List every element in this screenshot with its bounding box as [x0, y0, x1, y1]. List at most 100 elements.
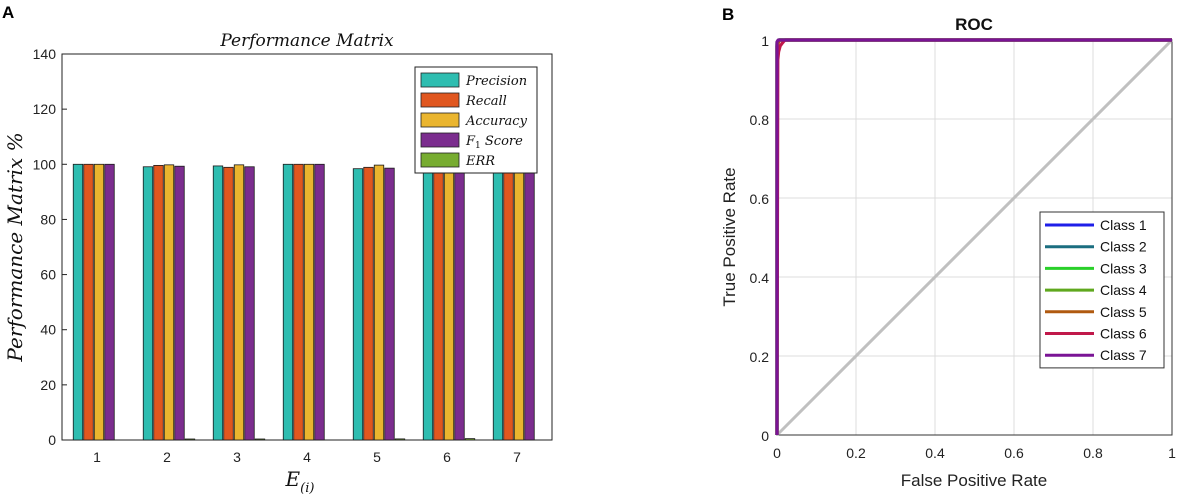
roc-x-tick-label: 0.2: [846, 445, 866, 461]
roc-y-tick-label: 0.8: [750, 112, 770, 128]
panel-b-label: B: [722, 5, 734, 24]
bar: [223, 166, 234, 441]
bar-y-tick-label: 60: [40, 267, 56, 283]
bar: [174, 165, 185, 441]
bar: [83, 163, 94, 441]
roc-x-ticks: 0 0.2 0.4 0.6 0.8 1: [773, 445, 1176, 461]
bar: [422, 166, 434, 441]
bar-legend-label-rest: Score: [481, 134, 523, 149]
bar: [492, 163, 504, 441]
roc-y-tick-label: 0: [761, 428, 769, 444]
bar: [524, 163, 535, 441]
roc-y-tick-label: 0.4: [750, 270, 770, 286]
roc-series-group: [775, 38, 1174, 437]
roc-legend-label: Class 2: [1100, 239, 1147, 255]
bar: [454, 167, 465, 441]
bar: [212, 165, 224, 441]
bar: [503, 163, 514, 441]
bar: [72, 163, 84, 441]
panel-a-label: A: [2, 3, 14, 22]
roc-chart: ROC False Positive Rate True Positive Ra…: [720, 15, 1176, 490]
roc-legend-label: Class 1: [1100, 217, 1147, 233]
bar: [142, 166, 154, 441]
bar-x-tick-label: 3: [233, 449, 241, 465]
bar-series-group: [72, 163, 535, 441]
roc-x-axis-label: False Positive Rate: [901, 471, 1047, 490]
bar-legend-label: Recall: [465, 94, 507, 109]
roc-y-tick-label: 0.6: [750, 191, 770, 207]
bar: [233, 164, 245, 441]
bar-x-tick-label: 7: [513, 449, 521, 465]
bar-x-tick-label: 1: [93, 449, 101, 465]
bar-y-ticks: 0 20 40 60 80 100 120 140: [33, 46, 67, 448]
roc-legend-label: Class 3: [1100, 260, 1147, 276]
bar-x-tick-label: 2: [163, 449, 171, 465]
roc-title: ROC: [955, 15, 993, 34]
bar: [282, 163, 294, 441]
bar-chart-title: Performance Matrix: [219, 31, 394, 51]
bar-x-tick-label: 5: [373, 449, 381, 465]
bar-y-tick-label: 20: [40, 377, 56, 393]
bar: [363, 166, 374, 441]
bar-legend-label: ERR: [465, 154, 495, 169]
bar: [153, 164, 164, 441]
bar: [104, 163, 115, 441]
bar-legend-label-base: F: [465, 134, 476, 149]
bar: [464, 438, 476, 441]
roc-legend-label: Class 6: [1100, 326, 1147, 342]
bar: [384, 167, 395, 441]
bar-x-tick-label: 6: [443, 449, 451, 465]
bar: [513, 163, 525, 441]
bar-y-tick-label: 140: [33, 46, 57, 62]
bar-legend-swatch: [420, 152, 460, 168]
bar-y-tick-label: 0: [48, 432, 56, 448]
bar: [244, 166, 255, 441]
roc-series-line: [775, 38, 1172, 435]
bar-legend-label-subscript: 1: [475, 141, 481, 151]
bar-legend-swatch: [420, 92, 460, 108]
roc-legend-label: Class 5: [1100, 304, 1147, 320]
roc-x-tick-label: 0.8: [1083, 445, 1103, 461]
bar-legend-label: F1 Score: [465, 134, 523, 151]
roc-legend: Class 1 Class 2 Class 3 Class 4 Class 5 Class…: [1039, 211, 1165, 369]
bar: [303, 163, 315, 441]
bar: [373, 164, 385, 441]
bar-y-axis-label: Performance Matrix %: [3, 132, 27, 362]
bar-y-tick-label: 40: [40, 322, 56, 338]
bar-y-tick-label: 80: [40, 211, 56, 227]
bar: [163, 164, 175, 441]
bar-legend-swatch: [420, 112, 460, 128]
bar: [394, 438, 406, 441]
bar: [293, 163, 304, 441]
bar-x-axis-label-subscript: (i): [300, 481, 314, 496]
roc-y-axis-label: True Positive Rate: [720, 167, 739, 306]
bar-legend-swatch: [420, 132, 460, 148]
roc-legend-label: Class 4: [1100, 282, 1147, 298]
bar: [443, 165, 455, 441]
bar-legend: Precision Recall Accuracy F1 Score ERR: [414, 66, 538, 174]
bar-y-tick-label: 100: [33, 156, 57, 172]
roc-legend-label: Class 7: [1100, 347, 1147, 363]
roc-x-tick-label: 0: [773, 445, 781, 461]
bar-legend-label: Precision: [465, 74, 527, 89]
bar: [314, 163, 325, 441]
roc-y-tick-label: 1: [761, 33, 769, 49]
bar: [254, 438, 266, 441]
roc-y-tick-label: 0.2: [750, 349, 770, 365]
bar: [352, 168, 364, 441]
roc-y-ticks: 0 0.2 0.4 0.6 0.8 1: [750, 33, 770, 444]
roc-x-tick-label: 0.6: [1004, 445, 1024, 461]
bar-x-axis-label: E(i): [285, 467, 315, 496]
roc-chance-diagonal: [775, 38, 1174, 437]
bar: [93, 163, 105, 441]
performance-bar-chart: Performance Matrix Performance Matrix % …: [3, 31, 553, 496]
roc-x-tick-label: 0.4: [925, 445, 945, 461]
bar: [184, 438, 196, 441]
roc-x-tick-label: 1: [1168, 445, 1176, 461]
bar-legend-label: Accuracy: [465, 114, 528, 129]
bar-y-tick-label: 120: [33, 101, 57, 117]
bar-legend-swatch: [420, 72, 460, 88]
bar-x-axis-label-base: E: [285, 467, 301, 491]
bar: [433, 168, 444, 441]
